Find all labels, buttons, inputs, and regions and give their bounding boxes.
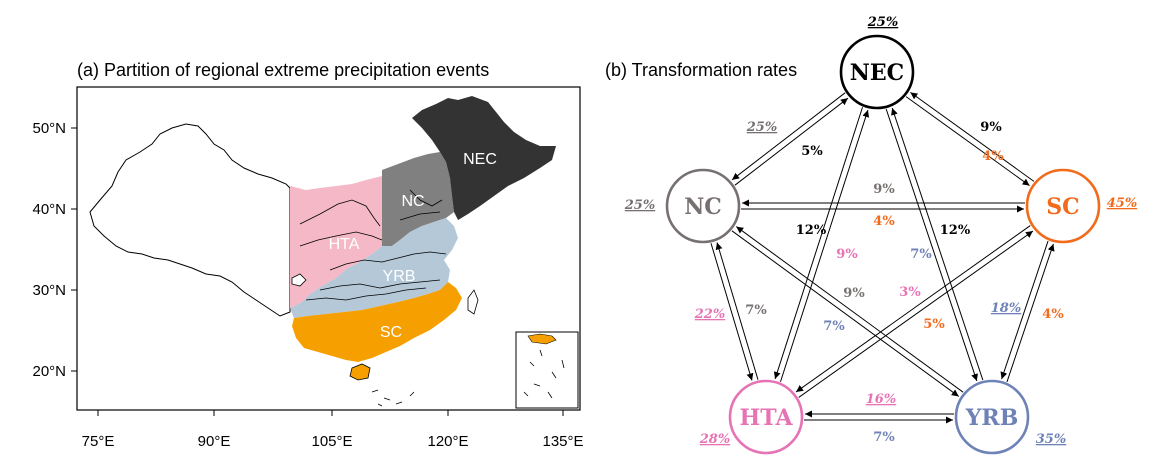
rate-label-nc-to-nec: 25% bbox=[746, 120, 777, 135]
y-tick-label: 30°N bbox=[32, 282, 66, 299]
rate-label-sc-to-nc: 4% bbox=[873, 214, 895, 229]
region-sc bbox=[292, 282, 462, 362]
arrow-yrb-to-sc bbox=[1006, 243, 1055, 383]
arrow-nec-to-hta bbox=[773, 107, 863, 380]
map-area: NEC NC HTA YRB SC bbox=[89, 96, 556, 407]
self-rate-sc: 45% bbox=[1107, 196, 1137, 211]
node-nc bbox=[665, 168, 741, 244]
rate-label-nec-to-nc: 5% bbox=[801, 144, 823, 159]
region-hta bbox=[290, 176, 382, 308]
node-label-nc: NC bbox=[684, 194, 722, 220]
x-tick-label: 120°E bbox=[427, 433, 468, 450]
panel-a: (a) Partition of regional extreme precip… bbox=[32, 60, 583, 450]
qinghai-lake bbox=[291, 273, 307, 287]
rate-label-sc-to-yrb: 4% bbox=[1042, 307, 1064, 322]
hainan-island bbox=[349, 363, 371, 381]
node-nec bbox=[839, 34, 915, 110]
node-label-hta: HTA bbox=[739, 405, 793, 431]
region-nc bbox=[382, 152, 454, 246]
rate-label-yrb-to-hta: 7% bbox=[873, 430, 895, 445]
province-lines bbox=[299, 189, 447, 301]
rate-label-nec-to-yrb: 12% bbox=[940, 223, 971, 238]
arrow-hta-to-sc bbox=[798, 230, 1034, 398]
rate-label-nc-to-hta: 7% bbox=[745, 303, 767, 318]
arrow-nec-to-nc bbox=[731, 92, 846, 181]
region-label-nc: NC bbox=[401, 193, 424, 210]
south-sea-dots bbox=[371, 389, 415, 407]
rate-label-nec-to-hta: 12% bbox=[796, 223, 827, 238]
arrow-yrb-to-nec bbox=[891, 107, 984, 381]
china-outline bbox=[89, 123, 291, 317]
arrow-yrb-to-nc bbox=[735, 226, 964, 393]
taiwan-island bbox=[467, 289, 479, 315]
rate-label-sc-to-nec: 4% bbox=[982, 149, 1004, 164]
map-frame bbox=[76, 86, 581, 411]
x-tick-label: 75°E bbox=[82, 433, 115, 450]
region-label-yrb: YRB bbox=[383, 268, 416, 285]
arrow-nc-to-yrb bbox=[731, 230, 960, 397]
network-nodes: NEC NC SC HTA YRB bbox=[665, 34, 1101, 455]
y-tick-label: 50°N bbox=[32, 120, 66, 137]
rate-label-hta-to-yrb: 16% bbox=[866, 392, 896, 407]
arrow-nec-to-yrb bbox=[885, 108, 978, 382]
rate-label-yrb-to-nc: 7% bbox=[823, 319, 845, 334]
map-ticks bbox=[71, 127, 564, 416]
region-yrb bbox=[290, 218, 458, 318]
node-hta bbox=[728, 379, 804, 455]
rate-label-sc-to-hta: 5% bbox=[923, 317, 945, 332]
arrow-sc-to-hta bbox=[795, 225, 1031, 393]
rate-label-nc-to-yrb: 9% bbox=[843, 286, 865, 301]
self-rate-yrb: 35% bbox=[1036, 432, 1066, 447]
node-label-sc: SC bbox=[1046, 194, 1079, 220]
rate-label-yrb-to-nec: 7% bbox=[910, 247, 932, 262]
panel-a-title: (a) Partition of regional extreme precip… bbox=[77, 60, 489, 80]
arrow-nc-to-nec bbox=[734, 97, 849, 186]
y-tick-label: 40°N bbox=[32, 201, 66, 218]
node-label-nec: NEC bbox=[850, 60, 904, 86]
rate-label-hta-to-nc: 22% bbox=[694, 307, 725, 322]
node-sc bbox=[1025, 168, 1101, 244]
rate-label-hta-to-sc: 3% bbox=[899, 285, 921, 300]
network-edges bbox=[710, 91, 1055, 424]
rate-label-nec-to-sc: 9% bbox=[980, 120, 1002, 135]
arrow-sc-to-nec bbox=[910, 91, 1035, 182]
node-yrb bbox=[954, 379, 1030, 455]
south-sea-inset bbox=[515, 331, 579, 409]
rate-label-nc-to-sc: 9% bbox=[873, 182, 895, 197]
node-label-yrb: YRB bbox=[965, 405, 1019, 431]
panel-b-title: (b) Transformation rates bbox=[605, 60, 797, 80]
self-rate-nec: 25% bbox=[867, 15, 898, 30]
arrow-hta-to-nec bbox=[780, 109, 870, 382]
x-tick-label: 105°E bbox=[311, 433, 352, 450]
arrow-nc-to-hta bbox=[710, 243, 754, 381]
x-tick-label: 90°E bbox=[198, 433, 231, 450]
panel-b: (b) Transformation rates NEC NC SC HTA YRB 2… bbox=[605, 15, 1137, 455]
self-rate-hta: 28% bbox=[699, 432, 730, 447]
self-rate-nc: 25% bbox=[624, 198, 655, 213]
region-label-nec: NEC bbox=[463, 151, 497, 168]
region-label-hta: HTA bbox=[329, 236, 360, 253]
arrow-hta-to-nc bbox=[715, 242, 759, 380]
region-label-sc: SC bbox=[380, 324, 402, 341]
arrow-nec-to-sc bbox=[905, 96, 1030, 187]
arrow-sc-to-yrb bbox=[1000, 240, 1049, 380]
y-tick-label: 20°N bbox=[32, 363, 66, 380]
rate-label-hta-to-nec: 9% bbox=[836, 247, 858, 262]
region-nec bbox=[412, 96, 556, 220]
network-labels: 25% 25% 45% 28% 35% 25% 5% 9% 4% 9% 4% 12% 9% 12% 7% 9%… bbox=[624, 15, 1137, 447]
rate-label-yrb-to-sc: 18% bbox=[991, 301, 1021, 316]
x-tick-label: 135°E bbox=[542, 433, 583, 450]
